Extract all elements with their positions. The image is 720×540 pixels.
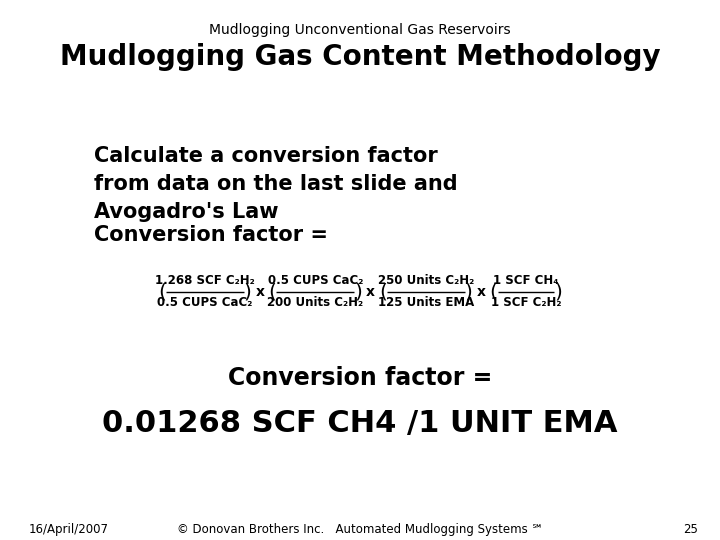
Text: x: x: [256, 285, 264, 299]
Text: Calculate a conversion factor
from data on the last slide and
Avogadro's Law: Calculate a conversion factor from data …: [94, 146, 457, 222]
Text: (: (: [379, 282, 387, 301]
Text: 1 SCF CH₄: 1 SCF CH₄: [493, 274, 559, 287]
Text: © Donovan Brothers Inc.   Automated Mudlogging Systems ℠: © Donovan Brothers Inc. Automated Mudlog…: [176, 523, 544, 536]
Text: x: x: [477, 285, 485, 299]
Text: Mudlogging Unconventional Gas Reservoirs: Mudlogging Unconventional Gas Reservoirs: [210, 23, 510, 37]
Text: ): ): [243, 282, 251, 301]
Text: 200 Units C₂H₂: 200 Units C₂H₂: [267, 296, 364, 309]
Text: ): ): [554, 282, 562, 301]
Text: 0.5 CUPS CaC₂: 0.5 CUPS CaC₂: [157, 296, 252, 309]
Text: Mudlogging Gas Content Methodology: Mudlogging Gas Content Methodology: [60, 43, 660, 71]
Text: (: (: [269, 282, 276, 301]
Text: 25: 25: [683, 523, 698, 536]
Text: 0.01268 SCF CH4 /1 UNIT EMA: 0.01268 SCF CH4 /1 UNIT EMA: [102, 409, 618, 438]
Text: (: (: [158, 282, 166, 301]
Text: 1.268 SCF C₂H₂: 1.268 SCF C₂H₂: [155, 274, 255, 287]
Text: 250 Units C₂H₂: 250 Units C₂H₂: [378, 274, 474, 287]
Text: ): ): [354, 282, 362, 301]
Text: Conversion factor =: Conversion factor =: [228, 366, 492, 390]
Text: (: (: [490, 282, 498, 301]
Text: 125 Units EMA: 125 Units EMA: [378, 296, 474, 309]
Text: Conversion factor =: Conversion factor =: [94, 225, 328, 245]
Text: 16/April/2007: 16/April/2007: [29, 523, 109, 536]
Text: 1 SCF C₂H₂: 1 SCF C₂H₂: [490, 296, 561, 309]
Text: ): ): [465, 282, 472, 301]
Text: x: x: [366, 285, 375, 299]
Text: 0.5 CUPS CaC₂: 0.5 CUPS CaC₂: [268, 274, 363, 287]
